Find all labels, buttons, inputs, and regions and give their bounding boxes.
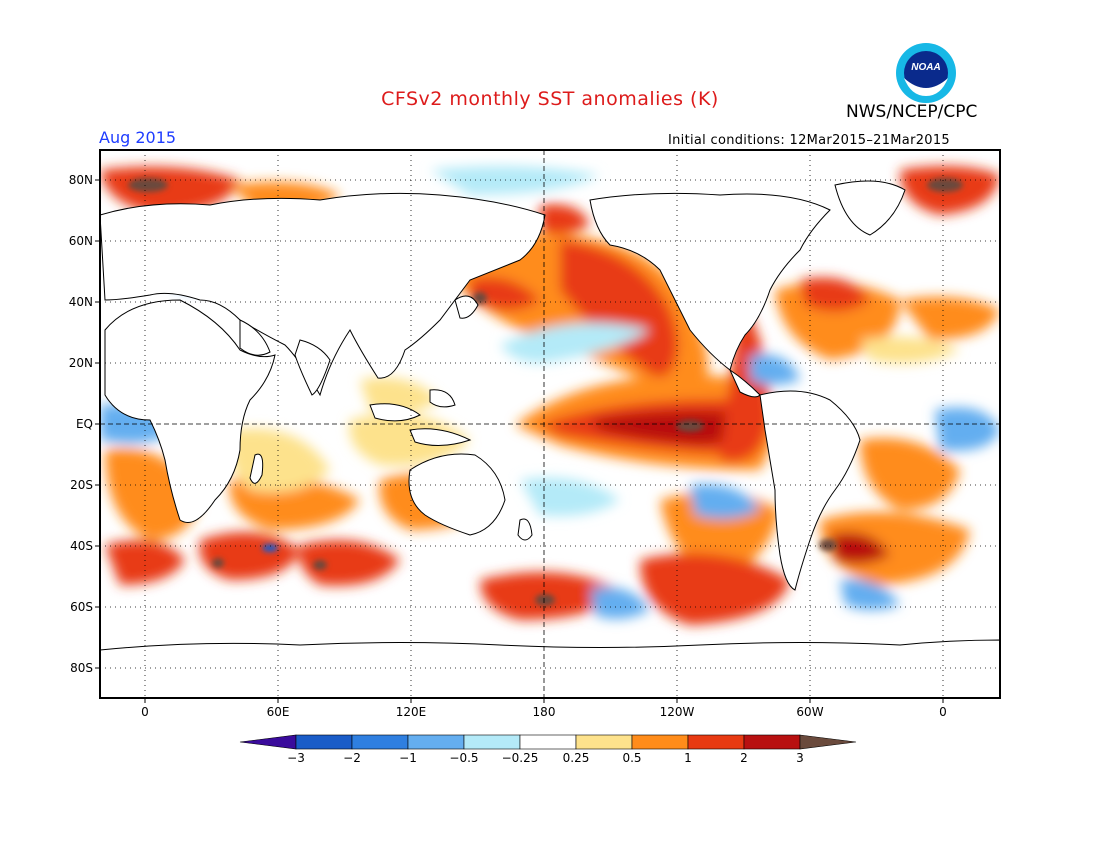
target-period: Aug 2015 (99, 128, 177, 147)
lat-label: 40S (70, 539, 93, 553)
lat-label: 40N (69, 295, 93, 309)
colorbar-swatch (351, 734, 409, 750)
noaa-logo: NOAA (896, 43, 956, 103)
lon-label: 0 (939, 705, 947, 719)
colorbar-tick-label: −3 (287, 751, 305, 765)
latitude-labels: 80N 60N 40N 20N EQ 20S 40S 60S 80S (69, 173, 93, 675)
lat-label: 60S (70, 600, 93, 614)
colorbar-swatch (575, 734, 633, 750)
colorbar-tick-label: −2 (343, 751, 361, 765)
lon-label: 60E (267, 705, 290, 719)
organization-label: NWS/NCEP/CPC (846, 102, 978, 122)
lat-label: 60N (69, 234, 93, 248)
colorbar-swatch (407, 734, 465, 750)
continents (100, 180, 1000, 698)
lon-label: 0 (141, 705, 149, 719)
colorbar-tick-label: −0.5 (449, 751, 478, 765)
colorbar-tick-label: 0.5 (622, 751, 641, 765)
colorbar-swatch (295, 734, 353, 750)
colorbar (239, 734, 857, 750)
colorbar-tick-label: 0.25 (563, 751, 590, 765)
lat-label: 80S (70, 661, 93, 675)
lat-ticks (95, 179, 100, 669)
graticule (100, 150, 1000, 698)
colorbar-swatch (631, 734, 689, 750)
lat-label: EQ (76, 417, 93, 431)
colorbar-arrow-low (239, 734, 297, 750)
lon-ticks (144, 698, 944, 703)
colorbar-tick-label: −0.25 (502, 751, 539, 765)
lon-label: 60W (796, 705, 823, 719)
colorbar-labels: −3 −2 −1 −0.5 −0.25 0.25 0.5 1 2 3 (287, 751, 804, 765)
initial-conditions: Initial conditions: 12Mar2015–21Mar2015 (668, 133, 951, 148)
lat-label: 20S (70, 478, 93, 492)
colorbar-tick-label: 1 (684, 751, 692, 765)
colorbar-arrow-high (799, 734, 857, 750)
lat-label: 20N (69, 356, 93, 370)
lon-label: 180 (533, 705, 556, 719)
colorbar-swatch (463, 734, 521, 750)
lon-label: 120W (660, 705, 695, 719)
chart-title: CFSv2 monthly SST anomalies (K) (381, 88, 719, 110)
lat-label: 80N (69, 173, 93, 187)
colorbar-swatch (687, 734, 745, 750)
colorbar-tick-label: 3 (796, 751, 804, 765)
colorbar-tick-label: 2 (740, 751, 748, 765)
longitude-labels: 0 60E 120E 180 120W 60W 0 (141, 705, 947, 719)
colorbar-swatch (519, 734, 577, 750)
lon-label: 120E (396, 705, 427, 719)
colorbar-tick-label: −1 (399, 751, 417, 765)
noaa-logo-text: NOAA (911, 62, 940, 73)
colorbar-swatch (743, 734, 801, 750)
